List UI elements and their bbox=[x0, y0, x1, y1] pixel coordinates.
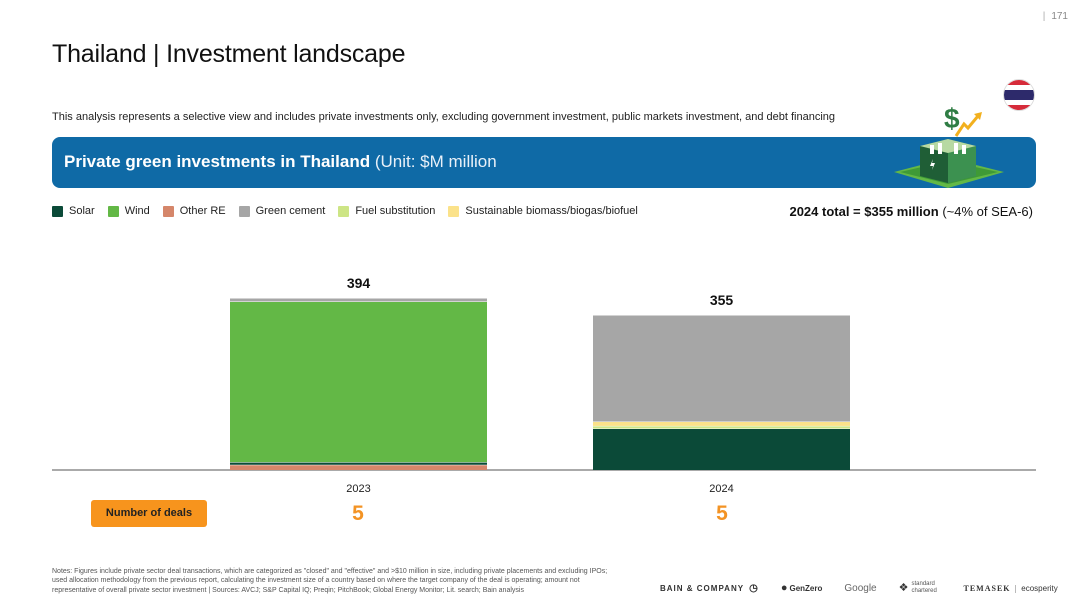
ecosperity-logo-text: ecosperity bbox=[1021, 583, 1058, 593]
banner-title-unit: (Unit: $M million bbox=[374, 152, 497, 171]
footnotes: Notes: Figures include private sector de… bbox=[52, 568, 608, 594]
temasek-logo-text: TEMASEK bbox=[963, 583, 1011, 593]
bar-total-label-2024: 355 bbox=[710, 292, 734, 308]
legend-label: Wind bbox=[124, 205, 150, 217]
page-title: Thailand | Investment landscape bbox=[52, 40, 406, 68]
legend-item: Other RE bbox=[162, 205, 226, 217]
total-summary-note: (~4% of SEA-6) bbox=[942, 204, 1033, 219]
bar-segment-fuel-substitution-2024 bbox=[593, 425, 850, 429]
page-number: | 171 bbox=[1043, 11, 1068, 22]
legend-label: Other RE bbox=[179, 205, 226, 217]
temasek-logo: TEMASEK | ecosperity bbox=[964, 584, 1058, 593]
svg-text:$: $ bbox=[944, 103, 960, 134]
temasek-separator: | bbox=[1014, 583, 1018, 593]
legend-item: Fuel substitution bbox=[338, 205, 435, 217]
bain-logo-text: BAIN & COMPANY bbox=[660, 583, 745, 593]
total-summary: 2024 total = $355 million (~4% of SEA-6) bbox=[789, 204, 1033, 219]
chart-banner: Private green investments in Thailand (U… bbox=[52, 137, 1036, 188]
banner-title: Private green investments in Thailand (U… bbox=[64, 152, 497, 172]
bar-total-label-2023: 394 bbox=[347, 275, 371, 291]
legend-label: Fuel substitution bbox=[355, 205, 436, 217]
legend-item: Sustainable biomass/biogas/biofuel bbox=[448, 205, 638, 217]
x-tick-label-2023: 2023 bbox=[346, 483, 370, 495]
legend-swatch-fuel-substitution bbox=[338, 205, 350, 217]
legend-swatch-solar bbox=[52, 205, 63, 217]
legend-label: Solar bbox=[69, 205, 95, 217]
genzero-logo: ● GenZero bbox=[781, 582, 823, 594]
partner-logos: BAIN & COMPANY ◷ ● GenZero Google ❖ standar… bbox=[660, 578, 1058, 598]
standard-chartered-logo-text: standard chartered bbox=[911, 581, 937, 594]
bar-segment-solar-2023 bbox=[230, 462, 487, 465]
bain-logo: BAIN & COMPANY ◷ bbox=[660, 583, 759, 594]
bar-segment-green-cement-2024 bbox=[593, 315, 850, 422]
legend-item: Wind bbox=[107, 205, 150, 217]
bain-clock-icon: ◷ bbox=[749, 582, 759, 594]
page-subtitle: This analysis represents a selective vie… bbox=[52, 111, 836, 123]
deal-count-2024: 5 bbox=[716, 502, 728, 525]
bar-segment-sustainable-biomass-biogas-biofuel-2024 bbox=[593, 421, 850, 426]
standard-chartered-mark-icon: ❖ bbox=[898, 581, 909, 594]
bar-segment-other-re-2023 bbox=[230, 464, 487, 470]
thailand-flag-icon bbox=[1003, 79, 1035, 111]
legend-label: Sustainable biomass/biogas/biofuel bbox=[465, 205, 638, 217]
legend-label: Green cement bbox=[255, 205, 326, 217]
x-tick-label-2024: 2024 bbox=[709, 483, 733, 495]
legend-swatch-other-re bbox=[162, 205, 174, 217]
bar-segment-green-cement-2023 bbox=[230, 298, 487, 302]
page-number-separator: | bbox=[1042, 11, 1046, 22]
page-number-value: 171 bbox=[1051, 11, 1068, 22]
deal-count-2023: 5 bbox=[352, 502, 364, 525]
legend-item: Green cement bbox=[238, 205, 326, 217]
banner-title-strong: Private green investments in Thailand bbox=[64, 152, 371, 171]
legend-swatch-biomass bbox=[448, 205, 460, 217]
bar-segment-wind-2023 bbox=[230, 301, 487, 463]
total-summary-strong: 2024 total = $355 million bbox=[789, 204, 939, 219]
google-logo: Google bbox=[844, 582, 877, 594]
number-of-deals-label: Number of deals bbox=[91, 500, 207, 527]
legend-swatch-green-cement bbox=[238, 205, 250, 217]
chart-legend: Solar Wind Other RE Green cement Fuel su… bbox=[52, 205, 651, 217]
green-investment-illustration-icon: $ bbox=[894, 103, 1004, 188]
genzero-logo-text: GenZero bbox=[789, 583, 823, 593]
genzero-mark-icon: ● bbox=[780, 582, 788, 594]
legend-item: Solar bbox=[52, 205, 95, 217]
legend-swatch-wind bbox=[107, 205, 119, 217]
standard-chartered-logo: ❖ standard chartered bbox=[899, 581, 942, 595]
bar-segment-solar-2024 bbox=[593, 428, 850, 470]
